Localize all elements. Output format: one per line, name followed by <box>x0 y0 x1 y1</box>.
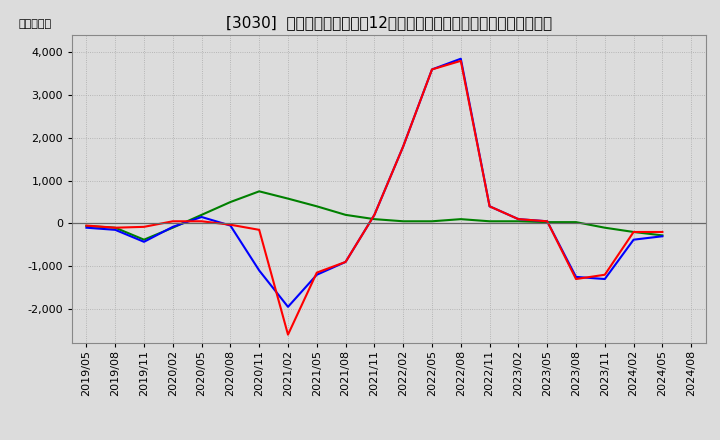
投資CF <box>226 199 235 205</box>
営業CF <box>341 259 350 264</box>
Title: [3030]  キャッシュフローの12か月移動合計の対前年同期増減額の推移: [3030] キャッシュフローの12か月移動合計の対前年同期増減額の推移 <box>226 15 552 30</box>
投資CF <box>428 219 436 224</box>
投資CF <box>111 225 120 231</box>
フリーCF <box>658 234 667 239</box>
フリーCF <box>226 223 235 228</box>
投資CF <box>370 216 379 222</box>
投資CF <box>658 233 667 238</box>
営業CF <box>399 144 408 149</box>
フリーCF <box>485 204 494 209</box>
投資CF <box>341 212 350 217</box>
営業CF <box>658 229 667 235</box>
営業CF <box>514 216 523 222</box>
フリーCF <box>168 224 177 230</box>
投資CF <box>543 220 552 225</box>
営業CF <box>428 67 436 72</box>
営業CF <box>197 219 206 224</box>
営業CF <box>312 270 321 275</box>
営業CF <box>111 225 120 231</box>
営業CF <box>543 219 552 224</box>
Line: 投資CF: 投資CF <box>86 191 662 240</box>
投資CF <box>168 225 177 231</box>
Line: 営業CF: 営業CF <box>86 61 662 335</box>
投資CF <box>284 196 292 201</box>
フリーCF <box>514 216 523 222</box>
投資CF <box>485 219 494 224</box>
フリーCF <box>140 239 148 245</box>
フリーCF <box>600 276 609 282</box>
Line: フリーCF: フリーCF <box>86 59 662 307</box>
営業CF <box>370 212 379 217</box>
投資CF <box>255 189 264 194</box>
営業CF <box>168 219 177 224</box>
フリーCF <box>111 227 120 232</box>
Y-axis label: （百万円）: （百万円） <box>18 19 51 29</box>
投資CF <box>312 204 321 209</box>
フリーCF <box>456 56 465 61</box>
営業CF <box>284 332 292 337</box>
フリーCF <box>572 274 580 279</box>
フリーCF <box>370 212 379 217</box>
営業CF <box>226 222 235 227</box>
営業CF <box>82 223 91 228</box>
フリーCF <box>255 268 264 273</box>
投資CF <box>197 212 206 217</box>
営業CF <box>140 224 148 230</box>
フリーCF <box>543 219 552 224</box>
フリーCF <box>284 304 292 309</box>
営業CF <box>456 58 465 63</box>
投資CF <box>600 225 609 231</box>
営業CF <box>485 204 494 209</box>
投資CF <box>82 224 91 229</box>
投資CF <box>514 219 523 224</box>
フリーCF <box>82 225 91 231</box>
営業CF <box>600 272 609 277</box>
フリーCF <box>197 214 206 220</box>
営業CF <box>629 229 638 235</box>
投資CF <box>629 229 638 235</box>
営業CF <box>255 227 264 232</box>
営業CF <box>572 276 580 282</box>
投資CF <box>572 220 580 225</box>
フリーCF <box>341 259 350 264</box>
投資CF <box>456 216 465 222</box>
フリーCF <box>399 144 408 149</box>
投資CF <box>399 219 408 224</box>
フリーCF <box>428 67 436 72</box>
Legend: フリーCF, 営業CF, 投資CF: フリーCF, 営業CF, 投資CF <box>246 436 531 440</box>
投資CF <box>140 237 148 242</box>
フリーCF <box>312 272 321 277</box>
フリーCF <box>629 237 638 242</box>
